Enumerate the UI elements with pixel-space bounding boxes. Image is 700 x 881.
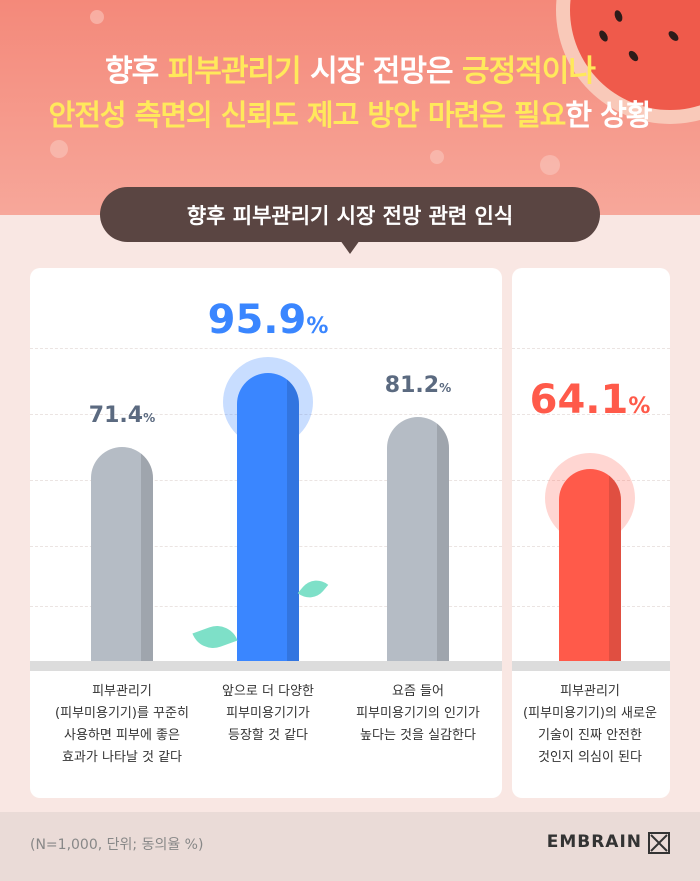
- data-label-value: 71.4: [88, 402, 144, 428]
- headline-line-1: 향후 피부관리기 시장 전망은 긍정적이나: [105, 54, 596, 89]
- embrain-logo-icon: [648, 832, 670, 854]
- seed-icon: [613, 9, 624, 23]
- baseline-gap: [502, 661, 512, 671]
- data-label-4: 64.1%: [510, 377, 670, 423]
- category-label-line: 피부미용기기가: [226, 706, 310, 721]
- data-label-unit: %: [439, 381, 452, 396]
- bar-shade: [609, 468, 621, 661]
- header-banner: 향후 피부관리기 시장 전망은 긍정적이나 안전성 측면의 신뢰도 제고 방안 …: [0, 0, 700, 215]
- category-label-line: 앞으로 더 다양한: [222, 684, 314, 699]
- category-label-line: 것인지 의심이 된다: [538, 750, 642, 765]
- chart-baseline: [30, 661, 670, 671]
- seed-icon: [666, 29, 681, 43]
- bar-1: [91, 446, 153, 661]
- category-label-line: 효과가 나타날 것 같다: [61, 750, 183, 765]
- grid-line: [512, 414, 670, 415]
- data-label-unit: %: [306, 314, 329, 340]
- bar-shade: [141, 446, 153, 661]
- bar-3: [387, 417, 449, 661]
- category-label-line: 피부관리기: [560, 684, 620, 699]
- grid-line: [512, 348, 670, 349]
- data-label-unit: %: [143, 410, 156, 425]
- decor-dot: [90, 10, 104, 24]
- seed-icon: [597, 29, 610, 43]
- data-label-2: 95.9%: [188, 297, 348, 343]
- data-label-value: 81.2: [384, 373, 440, 399]
- decor-dot: [540, 155, 560, 175]
- decor-dot: [50, 140, 68, 158]
- category-label-line: 높다는 것을 실감한다: [360, 728, 476, 743]
- data-label-unit: %: [628, 393, 651, 419]
- footnote: (N=1,000, 단위; 동의율 %): [30, 837, 204, 853]
- category-label-line: (피부미용기기)의 새로운: [523, 706, 657, 721]
- chart-title: 향후 피부관리기 시장 전망 관련 인식: [100, 187, 600, 242]
- bar-shade: [287, 373, 299, 661]
- headline-line-2: 안전성 측면의 신뢰도 제고 방안 마련은 필요한 상황: [48, 98, 653, 132]
- data-label-1: 71.4%: [42, 403, 202, 428]
- category-label-line: 기술이 진짜 안전한: [538, 728, 642, 743]
- footer: [0, 812, 700, 881]
- bar-2: [237, 373, 299, 661]
- data-label-3: 81.2%: [338, 373, 498, 398]
- category-label-line: 등장할 것 같다: [227, 728, 309, 743]
- category-label-line: (피부미용기기)를 꾸준히: [55, 706, 189, 721]
- category-label-line: 요즘 들어: [392, 684, 444, 699]
- bar-4: [559, 468, 621, 661]
- decor-dot: [430, 150, 444, 164]
- data-label-value: 64.1: [529, 376, 629, 423]
- brand-logo-text: EMBRAIN: [546, 832, 642, 852]
- category-label-line: 피부미용기기의 인기가: [356, 706, 480, 721]
- category-label-line: 피부관리기: [92, 684, 152, 699]
- bar-shade: [437, 417, 449, 661]
- grid-line: [30, 348, 502, 349]
- category-label-line: 사용하면 피부에 좋은: [64, 728, 180, 743]
- data-label-value: 95.9: [207, 297, 307, 344]
- chart-title-pointer: [340, 240, 360, 254]
